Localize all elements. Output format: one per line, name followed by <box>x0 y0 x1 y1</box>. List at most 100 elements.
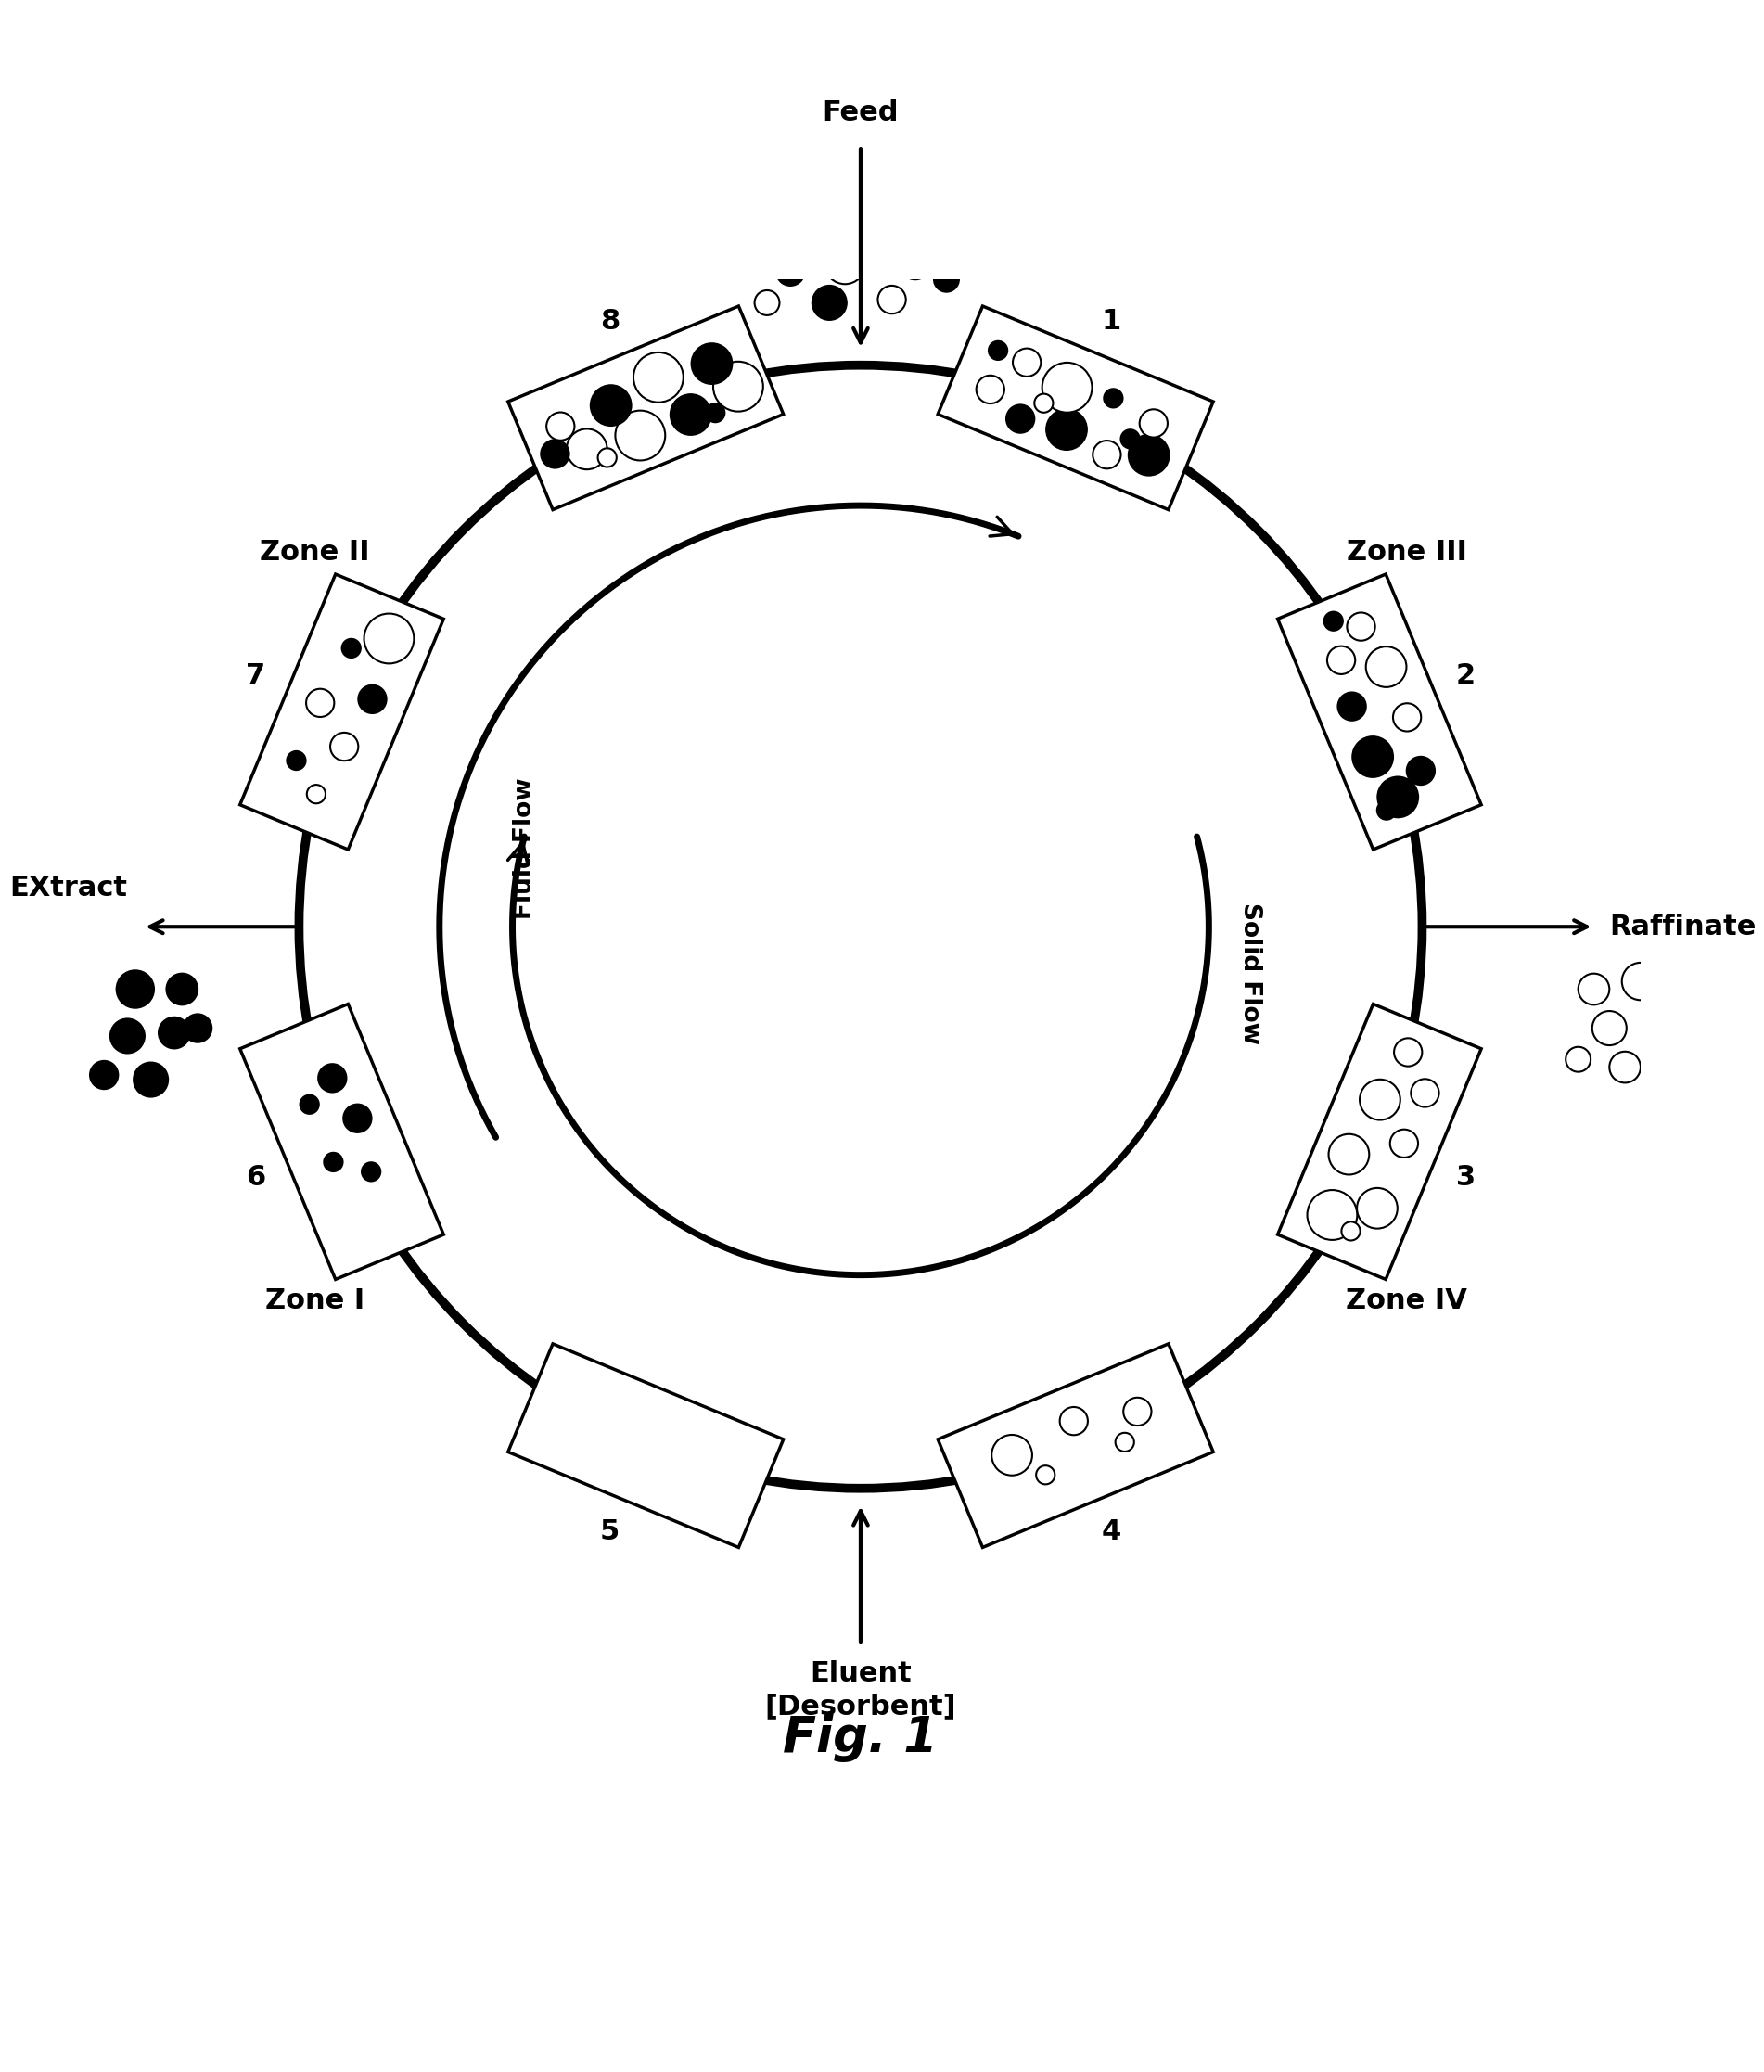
Circle shape <box>1411 1080 1439 1106</box>
Circle shape <box>1394 1038 1422 1067</box>
Circle shape <box>300 1096 319 1115</box>
Circle shape <box>1060 1407 1088 1436</box>
Circle shape <box>542 439 570 468</box>
Circle shape <box>866 205 903 244</box>
Circle shape <box>1621 963 1660 1001</box>
Circle shape <box>1120 429 1140 448</box>
Circle shape <box>166 974 198 1005</box>
Circle shape <box>318 1065 346 1092</box>
Circle shape <box>116 970 153 1007</box>
Circle shape <box>566 429 607 470</box>
Circle shape <box>1390 1129 1418 1158</box>
Polygon shape <box>240 574 443 850</box>
Circle shape <box>706 404 725 423</box>
Circle shape <box>1593 1011 1626 1046</box>
Circle shape <box>1394 702 1422 731</box>
Circle shape <box>1357 1187 1397 1229</box>
Circle shape <box>900 249 931 280</box>
Circle shape <box>1092 441 1120 468</box>
Circle shape <box>111 1019 145 1053</box>
Circle shape <box>1115 1432 1134 1452</box>
Polygon shape <box>508 307 783 510</box>
Polygon shape <box>240 1005 443 1278</box>
Circle shape <box>325 1152 342 1171</box>
Circle shape <box>1034 394 1053 412</box>
Circle shape <box>1124 1397 1152 1426</box>
Circle shape <box>358 686 386 713</box>
Text: 4: 4 <box>1101 1519 1122 1546</box>
Circle shape <box>1360 1080 1401 1121</box>
Circle shape <box>924 226 953 255</box>
Circle shape <box>344 1104 372 1133</box>
Text: Fluid Flow: Fluid Flow <box>513 777 538 920</box>
Circle shape <box>1337 692 1365 721</box>
Polygon shape <box>508 1345 783 1548</box>
Circle shape <box>362 1162 381 1181</box>
Text: Raffinate: Raffinate <box>1609 914 1757 941</box>
Circle shape <box>342 638 360 657</box>
Circle shape <box>307 785 326 804</box>
Circle shape <box>1104 390 1122 408</box>
Circle shape <box>90 1061 118 1090</box>
Circle shape <box>616 410 665 460</box>
Circle shape <box>598 448 617 466</box>
Text: 3: 3 <box>1455 1164 1476 1191</box>
Circle shape <box>991 1434 1032 1475</box>
Circle shape <box>633 352 683 402</box>
Circle shape <box>1307 1189 1357 1239</box>
Circle shape <box>183 1013 212 1042</box>
Circle shape <box>307 688 333 717</box>
Circle shape <box>330 733 358 760</box>
Circle shape <box>826 244 866 284</box>
Text: Eluent
[Desorbent]: Eluent [Desorbent] <box>766 1660 956 1720</box>
Circle shape <box>1348 613 1376 640</box>
Circle shape <box>811 286 847 319</box>
Circle shape <box>1579 974 1609 1005</box>
Text: Fig. 1: Fig. 1 <box>783 1714 938 1761</box>
Text: 8: 8 <box>600 309 619 336</box>
Circle shape <box>933 267 960 292</box>
Circle shape <box>1341 1222 1360 1241</box>
Polygon shape <box>938 307 1214 510</box>
Circle shape <box>1140 410 1168 437</box>
Circle shape <box>1365 646 1406 688</box>
Circle shape <box>1046 410 1087 450</box>
Text: EXtract: EXtract <box>9 874 127 901</box>
Circle shape <box>288 752 305 771</box>
Circle shape <box>893 180 923 211</box>
Circle shape <box>975 375 1004 404</box>
Circle shape <box>806 201 838 232</box>
Circle shape <box>1378 777 1418 816</box>
Circle shape <box>1353 736 1394 777</box>
Text: Feed: Feed <box>822 99 900 126</box>
Polygon shape <box>1277 574 1482 850</box>
Circle shape <box>878 286 907 313</box>
Text: Zone I: Zone I <box>265 1287 365 1314</box>
Circle shape <box>159 1017 191 1048</box>
Circle shape <box>1327 646 1355 673</box>
Text: Zone II: Zone II <box>259 539 370 566</box>
Text: 6: 6 <box>245 1164 265 1191</box>
Circle shape <box>713 361 764 412</box>
Circle shape <box>1043 363 1092 412</box>
Polygon shape <box>938 1345 1214 1548</box>
Circle shape <box>1013 348 1041 377</box>
Circle shape <box>1566 1046 1591 1071</box>
Circle shape <box>1406 756 1434 785</box>
Circle shape <box>1325 611 1342 630</box>
Circle shape <box>134 1063 168 1096</box>
Circle shape <box>363 613 415 663</box>
Circle shape <box>1005 404 1034 433</box>
Polygon shape <box>1277 1005 1482 1278</box>
Circle shape <box>1642 1007 1671 1034</box>
Circle shape <box>1609 1053 1641 1084</box>
Text: 7: 7 <box>245 663 265 690</box>
Circle shape <box>1035 1465 1055 1484</box>
Text: 2: 2 <box>1455 663 1476 690</box>
Text: 1: 1 <box>1101 309 1122 336</box>
Circle shape <box>988 342 1007 361</box>
Circle shape <box>691 344 732 383</box>
Circle shape <box>547 412 575 441</box>
Text: Solid Flow: Solid Flow <box>1238 903 1263 1044</box>
Circle shape <box>1378 802 1395 821</box>
